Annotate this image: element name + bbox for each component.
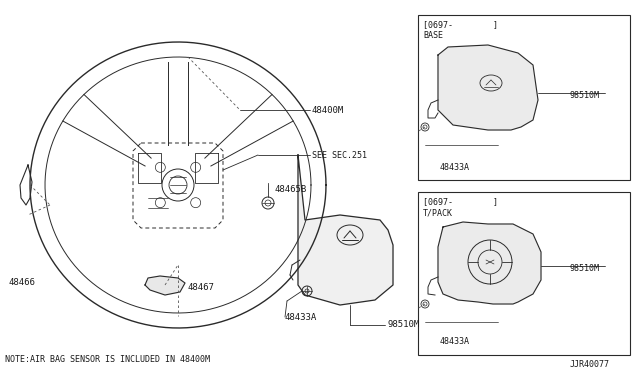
Text: BASE: BASE — [423, 31, 443, 40]
Bar — [418, 192, 630, 355]
Text: 48433A: 48433A — [440, 163, 470, 172]
Text: 98510M: 98510M — [570, 91, 600, 100]
Text: 48400M: 48400M — [312, 106, 344, 115]
Text: 48467: 48467 — [188, 283, 215, 292]
Text: 48433A: 48433A — [440, 337, 470, 346]
Text: SEE SEC.251: SEE SEC.251 — [312, 151, 367, 160]
Polygon shape — [145, 276, 185, 295]
Text: 48466: 48466 — [8, 278, 35, 287]
Text: [0697-        ]: [0697- ] — [423, 197, 498, 206]
Text: 98510M: 98510M — [570, 264, 600, 273]
Text: JJR40077: JJR40077 — [570, 360, 610, 369]
Text: NOTE:AIR BAG SENSOR IS INCLUDED IN 48400M: NOTE:AIR BAG SENSOR IS INCLUDED IN 48400… — [5, 355, 210, 364]
Text: 98510M: 98510M — [388, 320, 420, 329]
Text: T/PACK: T/PACK — [423, 208, 453, 217]
Polygon shape — [438, 45, 538, 130]
Text: [0697-        ]: [0697- ] — [423, 20, 498, 29]
Polygon shape — [438, 222, 541, 304]
Bar — [418, 15, 630, 180]
Polygon shape — [298, 155, 393, 305]
Text: 48465B: 48465B — [275, 185, 307, 194]
Text: 48433A: 48433A — [285, 313, 317, 322]
